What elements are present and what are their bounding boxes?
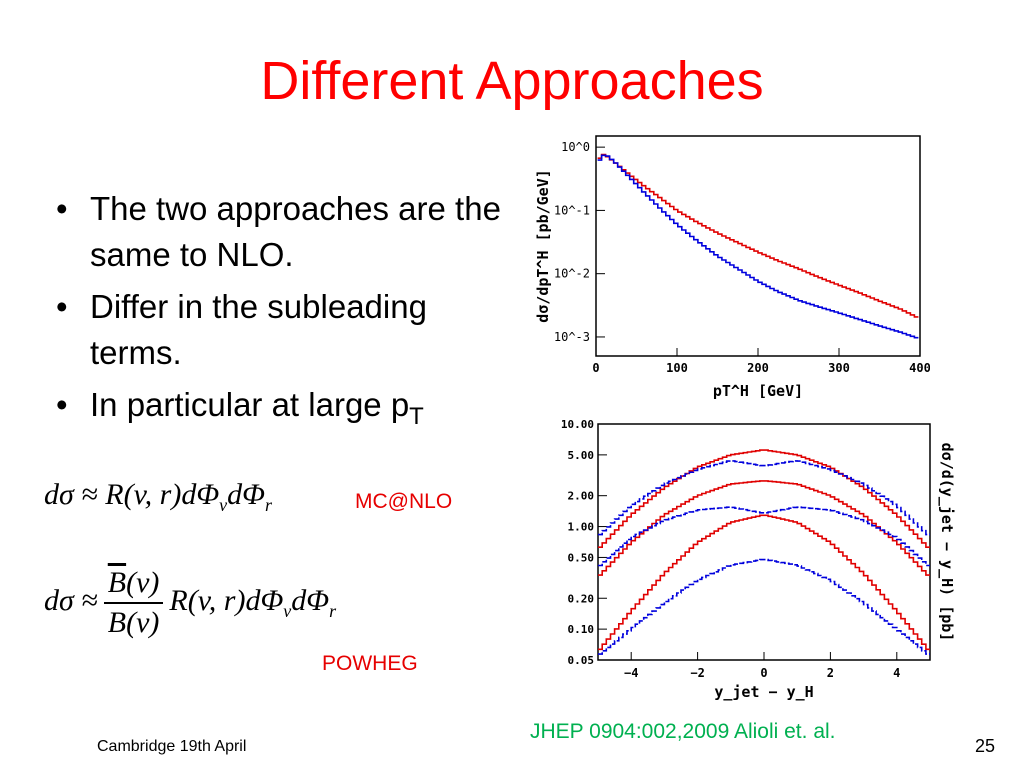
fraction-denominator: B(v)	[107, 606, 160, 639]
slide-title: Different Approaches	[260, 51, 764, 111]
formula-part: R(v, r)dΦ	[169, 583, 284, 617]
bullet-item: The two approaches are the same to NLO.	[50, 186, 520, 278]
fraction-numerator: B(v)	[103, 566, 164, 604]
y-tick-label: 10^-1	[554, 203, 590, 217]
rapidity-chart: −4 −2 0 2 4 10.00 5.00 2.00 1.00 0.50 0.20 0.10 0.05…	[561, 418, 956, 701]
bullet-item: Differ in the subleading terms.	[50, 284, 520, 376]
x-tick-label: −2	[690, 666, 704, 680]
y-tick-label: 10^-3	[554, 330, 590, 344]
mcatnlo-label: MC@NLO	[355, 490, 453, 513]
y-tick-label: 0.05	[568, 654, 595, 667]
x-tick-label: 300	[828, 361, 850, 375]
powheg-label: POWHEG	[322, 652, 418, 675]
y-tick-label: 0.50	[568, 551, 595, 564]
x-axis-label: y_jet − y_H	[714, 683, 813, 701]
x-axis-label: pT^H [GeV]	[713, 382, 803, 400]
y-tick-label: 10^0	[561, 140, 590, 154]
series-line	[598, 449, 930, 548]
bullet-list: The two approaches are the same to NLO. …	[50, 186, 520, 446]
x-tick-label: 100	[666, 361, 688, 375]
formula-sub: v	[283, 600, 292, 621]
reference-citation: JHEP 0904:002,2009 Alioli et. al.	[530, 720, 836, 743]
y-axis-label: dσ/dpT^H [pb/GeV]	[534, 169, 552, 323]
y-axis-label: dσ/d(y_jet − y_H) [pb]	[938, 443, 956, 642]
y-tick-label: 10^-2	[554, 267, 590, 281]
x-tick-label: 200	[747, 361, 769, 375]
x-tick-label: 0	[760, 666, 767, 680]
b-bar: B	[107, 566, 127, 599]
footer-text: Cambridge 19th April	[97, 738, 247, 755]
x-tick-label: 400	[909, 361, 930, 375]
mcatnlo-formula: dσ ≈ R(v, r)dΦvdΦr	[44, 478, 272, 516]
formula-sub: r	[265, 495, 273, 515]
formula-sub: v	[219, 495, 228, 515]
series-line	[597, 153, 919, 318]
bullet-text: In particular at large p	[90, 386, 410, 423]
series-line	[598, 558, 930, 655]
formula-fraction: B(v) B(v)	[103, 566, 164, 640]
y-tick-label: 1.00	[568, 521, 595, 534]
series-line	[598, 506, 930, 567]
y-tick-label: 0.10	[568, 623, 595, 636]
formula-part: dσ ≈ R(v, r)dΦ	[44, 478, 220, 511]
bullet-text: The two approaches are the same to NLO.	[90, 190, 501, 273]
page-number: 25	[975, 736, 996, 756]
x-tick-label: 2	[827, 666, 834, 680]
powheg-formula: dσ ≈ B(v) B(v) R(v, r)dΦvdΦr	[44, 566, 336, 640]
formula-part: dΦ	[227, 478, 266, 511]
formula-sub: r	[329, 600, 337, 621]
series-line	[598, 514, 930, 651]
y-tick-label: 0.20	[568, 592, 595, 605]
formula-part: dΦ	[291, 583, 330, 617]
y-tick-label: 5.00	[568, 449, 595, 462]
x-tick-label: −4	[624, 666, 638, 680]
bullet-text: Differ in the subleading terms.	[90, 288, 427, 371]
y-tick-label: 2.00	[568, 490, 595, 503]
x-tick-label: 4	[893, 666, 900, 680]
x-tick-label: 0	[592, 361, 599, 375]
pt-spectrum-chart: 0 100 200 300 400 10^0 10^-1 10^-2 10^-3 pT^H [G…	[534, 135, 930, 400]
plot-frame	[597, 423, 931, 661]
formula-part: (v)	[126, 566, 160, 599]
bullet-item: In particular at large pT	[50, 382, 520, 440]
series-line	[598, 480, 930, 576]
formula-part: dσ ≈	[44, 583, 98, 617]
y-tick-label: 10.00	[561, 418, 594, 431]
series-line	[597, 154, 919, 339]
bullet-subscript: T	[409, 403, 424, 430]
series-line	[598, 460, 930, 536]
